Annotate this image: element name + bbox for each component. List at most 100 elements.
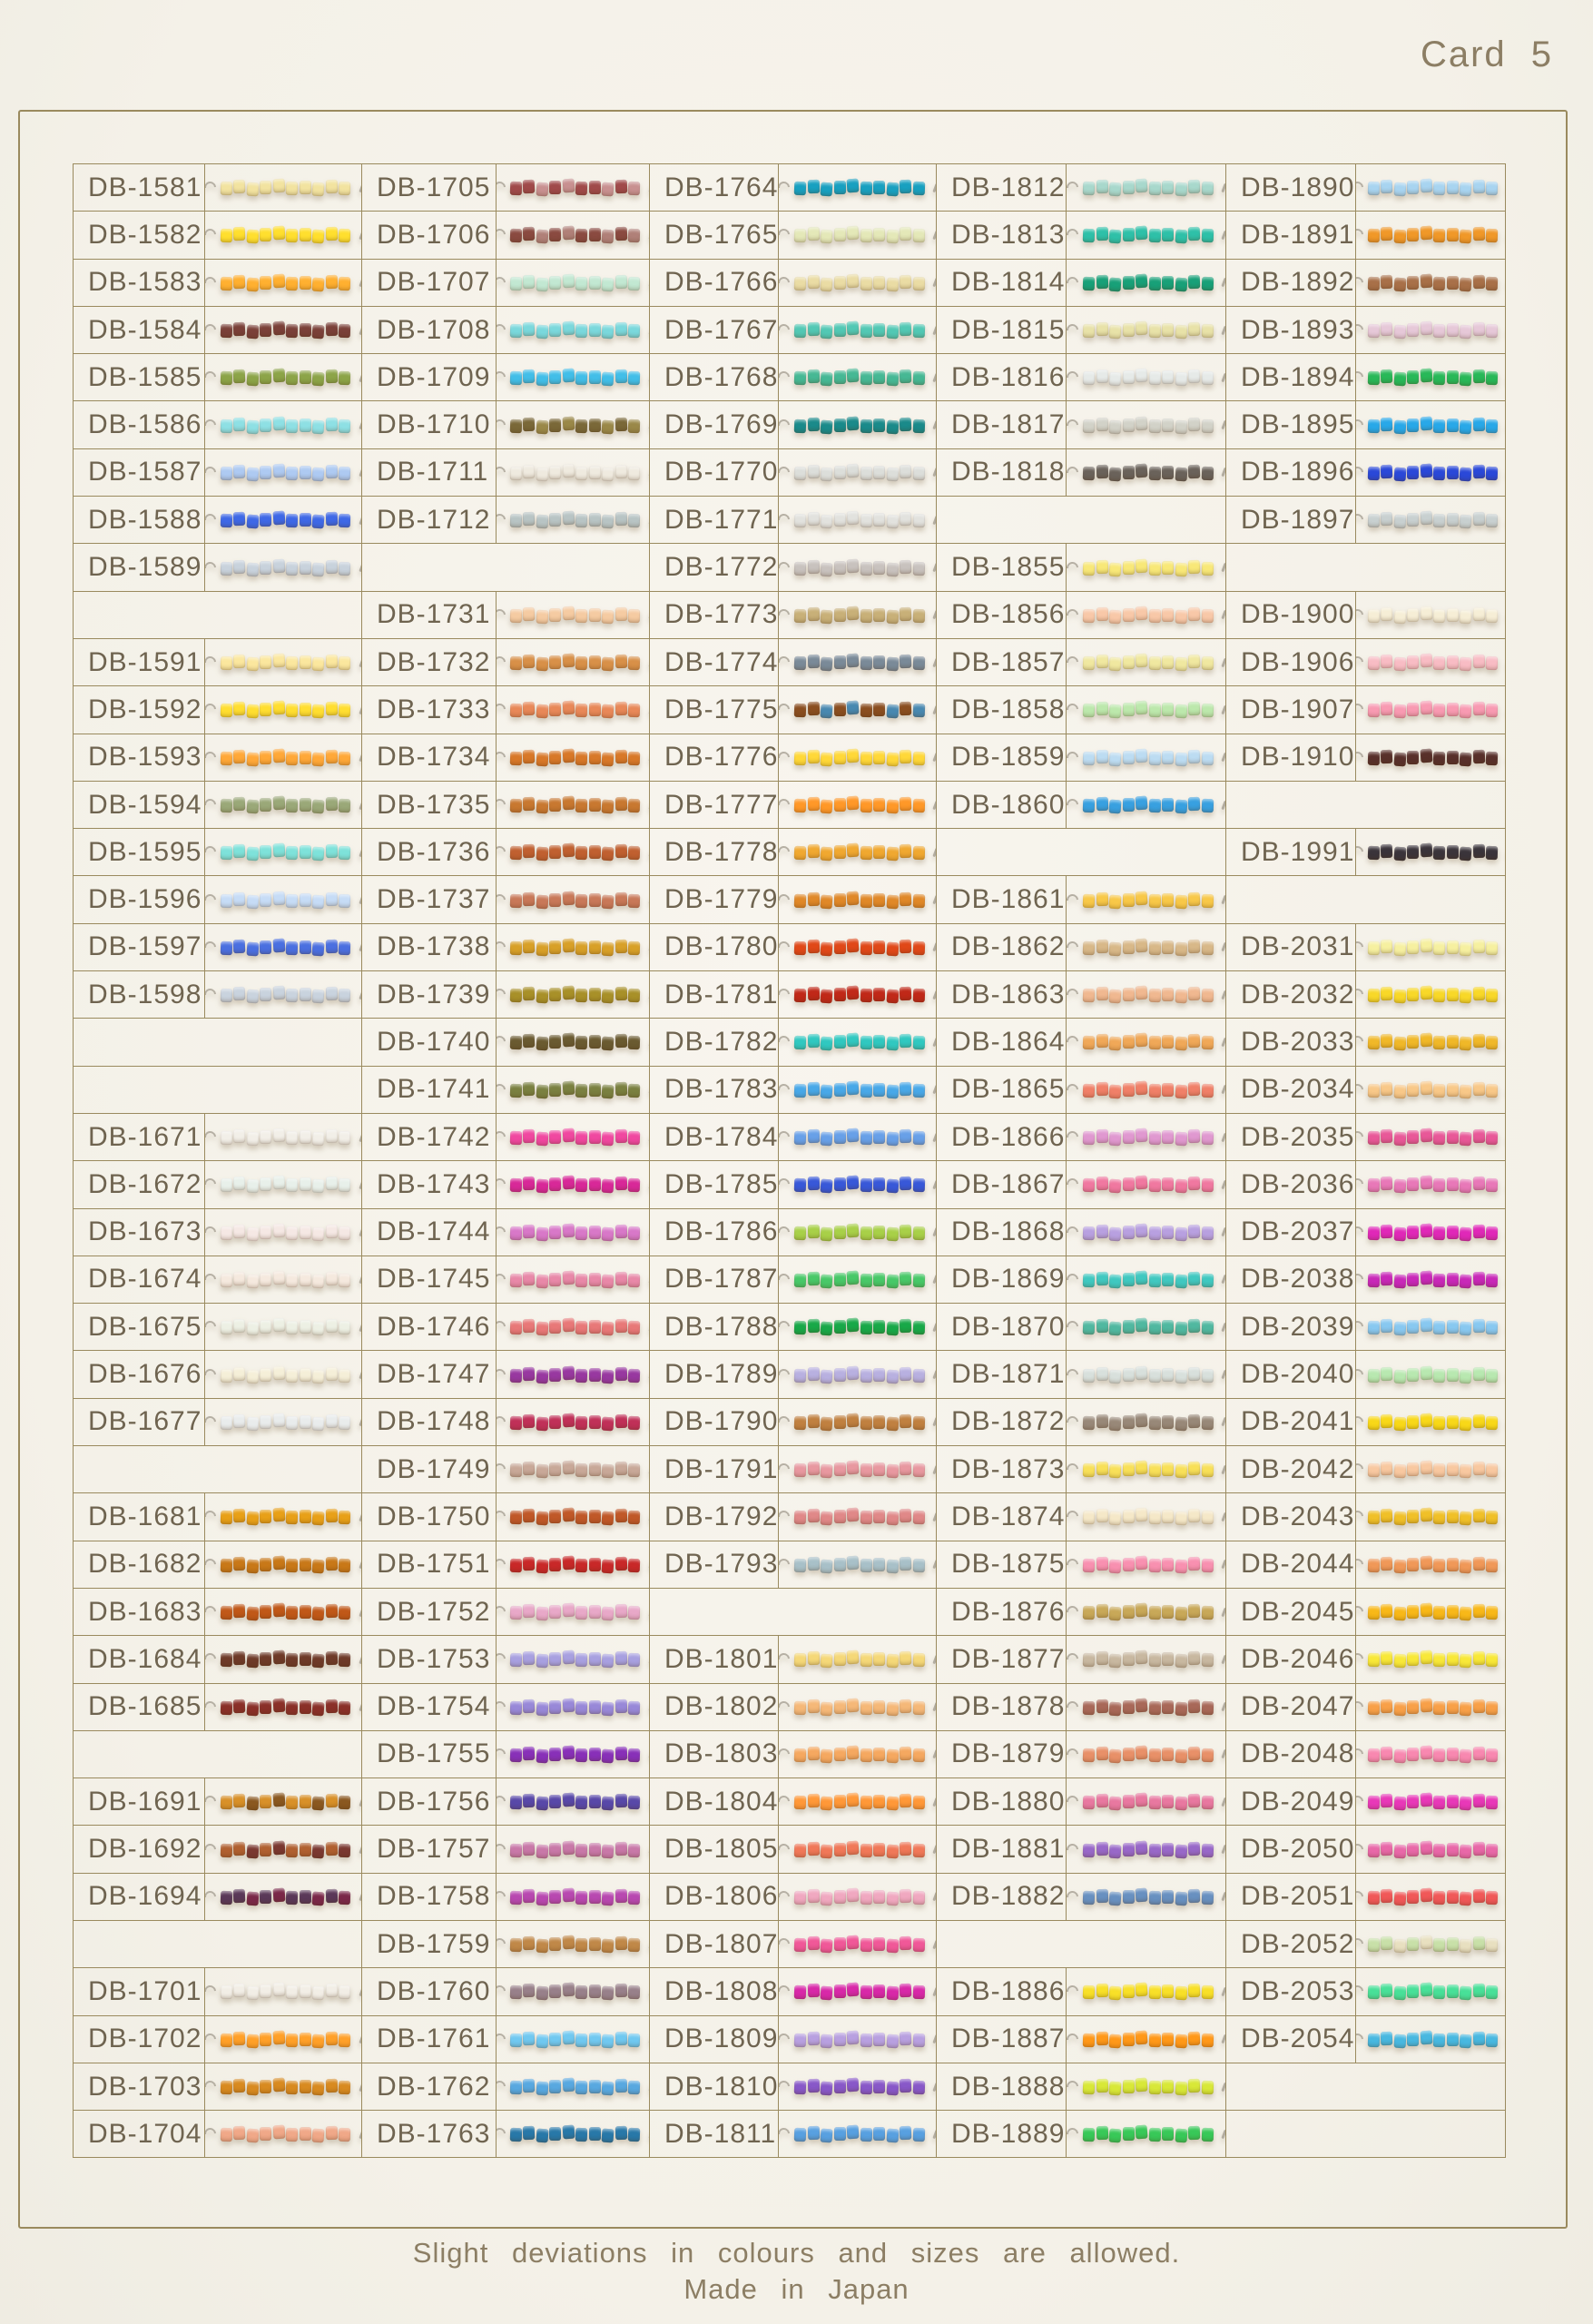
bead [561,2124,575,2140]
table-row: DB-1691 DB-1756 DB-1804 DB-1880 DB-2049 [73,1777,1506,1827]
bead [285,798,299,813]
bead [271,842,286,858]
bead [509,608,522,624]
bead [885,1891,900,1906]
bead [1174,1274,1188,1289]
bead [627,1937,641,1953]
bead [325,986,338,1001]
bead [588,607,601,622]
bead [575,846,588,861]
bead [1407,1130,1419,1145]
bead [885,1369,900,1384]
bead-strip [1356,497,1505,543]
bead [1187,1319,1201,1334]
bead [793,1748,807,1763]
table-row: DB-1741 DB-1783 DB-1865 DB-2034 [73,1065,1506,1114]
bead-strip [205,877,361,922]
bead [1392,1037,1407,1051]
bead [912,229,925,243]
bead [1459,1131,1472,1147]
bead [627,323,641,339]
bead [627,1083,641,1098]
table-row: DB-1685 DB-1754 DB-1802 DB-1878 DB-2047 [73,1682,1506,1731]
needle-hook-icon [205,1888,219,1905]
bead-sample-cell [496,875,650,924]
bead [1472,986,1485,1001]
bead [325,1794,338,1808]
thread-end-icon [647,325,649,335]
bead [1135,1840,1148,1855]
bead [561,700,575,715]
bead [899,369,912,384]
bead-code-label: DB-1878 [936,1682,1067,1731]
bead [549,1510,561,1524]
bead-code-label: DB-1582 [73,211,205,260]
bead [575,704,588,718]
bead [885,1844,900,1858]
needle-hook-icon [779,749,792,766]
bead-strip [1356,1589,1505,1634]
bead [285,1843,299,1857]
bead [1122,1889,1135,1904]
bead [615,1935,627,1951]
bead [615,1984,627,1998]
bead [245,2034,260,2049]
bead [1446,228,1459,242]
bead [338,1653,351,1668]
bead-sample-cell [204,496,362,545]
bead-strip [1356,307,1505,352]
thread-end-icon [1221,278,1225,288]
thread-end-icon [647,230,649,241]
bead [1446,465,1459,479]
bead [549,1795,561,1809]
bead [1392,1938,1407,1954]
bead [1162,1652,1174,1667]
bead [338,893,351,908]
bead [1096,606,1108,622]
bead [793,513,807,528]
bead [1096,179,1108,194]
bead [1148,561,1161,576]
thread-end-icon [1221,990,1225,1000]
bead [232,2031,246,2045]
needle-hook-icon [1356,606,1366,624]
bead [1459,1559,1472,1574]
thread-end-icon [358,2082,361,2092]
bead [549,1842,561,1856]
bead [793,608,807,624]
needle-hook-icon [1067,891,1081,909]
bead [627,2033,641,2047]
bead-code-label: DB-1810 [649,2062,779,2112]
bead [1459,1796,1472,1811]
bead-sample-cell [778,2062,937,2112]
needle-hook-icon [497,939,508,956]
thread-end-icon [358,1560,361,1570]
bead [271,1555,286,1571]
bead [1108,2081,1122,2096]
bead [1392,1796,1407,1811]
bead [1367,846,1380,861]
bead [860,1321,872,1335]
bead [1472,606,1485,622]
bead [549,181,561,195]
bead [338,704,351,718]
bead [271,795,286,811]
bead [807,1699,820,1713]
bead [1082,1130,1096,1146]
needle-hook-icon [205,1318,219,1335]
bead-strip [1067,1305,1225,1350]
bead [509,1605,522,1620]
bead-sample-cell [1355,162,1506,212]
bead [833,750,846,764]
bead [1174,1701,1188,1717]
bead [220,1985,232,2000]
bead [1201,1796,1214,1810]
bead [325,2031,338,2045]
bead [575,1985,588,2000]
bead [271,1508,286,1522]
bead [899,1699,912,1713]
bead [1380,1888,1393,1904]
bead [1148,1273,1161,1288]
bead [820,2081,833,2096]
bead-strip [497,1209,649,1255]
